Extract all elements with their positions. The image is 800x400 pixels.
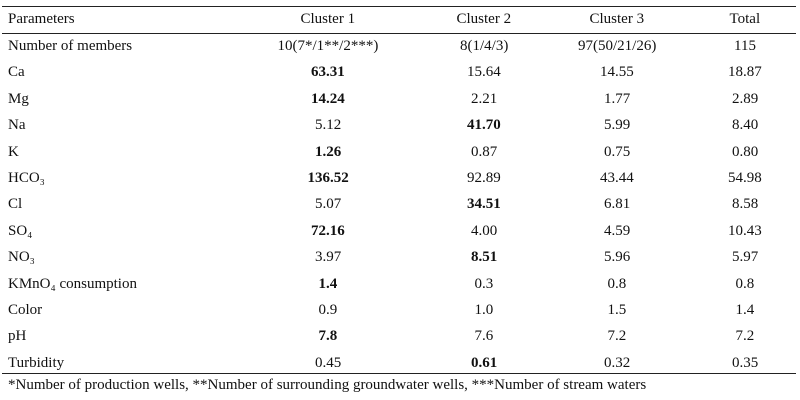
table-cell: 14.55 — [600, 64, 634, 81]
table-cell: 4.59 — [604, 222, 631, 239]
table-cell: 6.81 — [604, 196, 631, 213]
table-cell: 0.3 — [474, 275, 494, 292]
table-cell: 0.75 — [604, 143, 631, 160]
table-cell: 1.0 — [474, 302, 494, 318]
table-cell: 4.00 — [471, 222, 498, 239]
row-label: NO₃ — [8, 249, 35, 266]
table-cell: 7.6 — [474, 328, 494, 345]
table-cell: 63.31 — [311, 64, 345, 81]
table-cell: 8.40 — [732, 117, 759, 134]
table-cell: 0.45 — [315, 354, 342, 371]
table-cell: 7.2 — [735, 328, 755, 345]
row-label: Na — [8, 117, 26, 134]
row-label: Color — [8, 302, 43, 318]
table-cell: 0.80 — [732, 143, 759, 160]
table-cell: 72.16 — [311, 222, 345, 239]
table-cell: 0.32 — [604, 354, 631, 371]
row-label: K — [8, 143, 19, 160]
table-cell: 7.2 — [607, 328, 627, 345]
bottom-rule — [2, 373, 796, 374]
table-cell: 5.97 — [732, 249, 759, 266]
table-cell: 18.87 — [728, 64, 762, 81]
table-cell: 14.24 — [311, 90, 345, 107]
table-cell: 136.52 — [307, 170, 349, 186]
header-cell: Cluster 3 — [589, 11, 645, 27]
table-cell: 8.51 — [471, 249, 498, 266]
table-cell: 5.99 — [604, 117, 631, 134]
header-cell: Cluster 2 — [456, 11, 512, 27]
table-cell: 54.98 — [728, 170, 762, 186]
table-cell: 115 — [734, 38, 756, 54]
table-cell: 1.26 — [315, 143, 342, 160]
table-cell: 3.97 — [315, 249, 342, 266]
row-label: Turbidity — [8, 354, 65, 371]
row-label: Cl — [8, 196, 23, 213]
header-cell: Cluster 1 — [300, 11, 356, 27]
table-cell: 41.70 — [467, 117, 501, 134]
table-cell: 1.4 — [318, 275, 338, 292]
table-cell: 7.8 — [318, 328, 338, 345]
row-label: KMnO₄ consumption — [8, 275, 137, 292]
table-cell: 10.43 — [728, 222, 762, 239]
table-cell: 15.64 — [467, 64, 501, 81]
table-cell: 8(1/4/3) — [460, 38, 509, 54]
table-cell: 0.8 — [735, 275, 755, 292]
table-cell: 1.5 — [607, 302, 627, 318]
table-cell: 5.96 — [604, 249, 631, 266]
table-cell: 1.77 — [604, 90, 631, 107]
row-label: Mg — [8, 90, 29, 107]
table-cell: 2.89 — [732, 90, 759, 107]
row-label: pH — [8, 328, 27, 345]
table-cell: 1.4 — [735, 302, 755, 318]
table-cell: 2.21 — [471, 90, 498, 107]
table-cell: 10(7*/1**/2***) — [277, 38, 379, 54]
table-cell: 0.35 — [732, 354, 759, 371]
table-cell: 8.58 — [732, 196, 759, 213]
row-label: Ca — [8, 64, 25, 81]
row-label: Number of members — [8, 38, 133, 54]
row-label: SO₄ — [8, 222, 33, 239]
top-rule — [2, 6, 796, 7]
table-cell: 5.07 — [315, 196, 342, 213]
footnote: *Number of production wells, **Number of… — [8, 377, 647, 393]
header-rule — [2, 33, 796, 34]
table-cell: 0.9 — [318, 302, 338, 318]
table-cell: 43.44 — [600, 170, 634, 186]
table-cell: 34.51 — [467, 196, 501, 213]
header-cell: Total — [729, 11, 761, 27]
table-cell: 0.87 — [471, 143, 498, 160]
table-cell: 92.89 — [467, 170, 501, 186]
table-cell: 0.8 — [607, 275, 627, 292]
row-label: HCO₃ — [8, 170, 45, 186]
table-cell: 0.61 — [471, 354, 498, 371]
table-cell: 97(50/21/26) — [578, 38, 657, 54]
header-cell: Parameters — [8, 11, 75, 27]
table-cell: 5.12 — [315, 117, 342, 134]
